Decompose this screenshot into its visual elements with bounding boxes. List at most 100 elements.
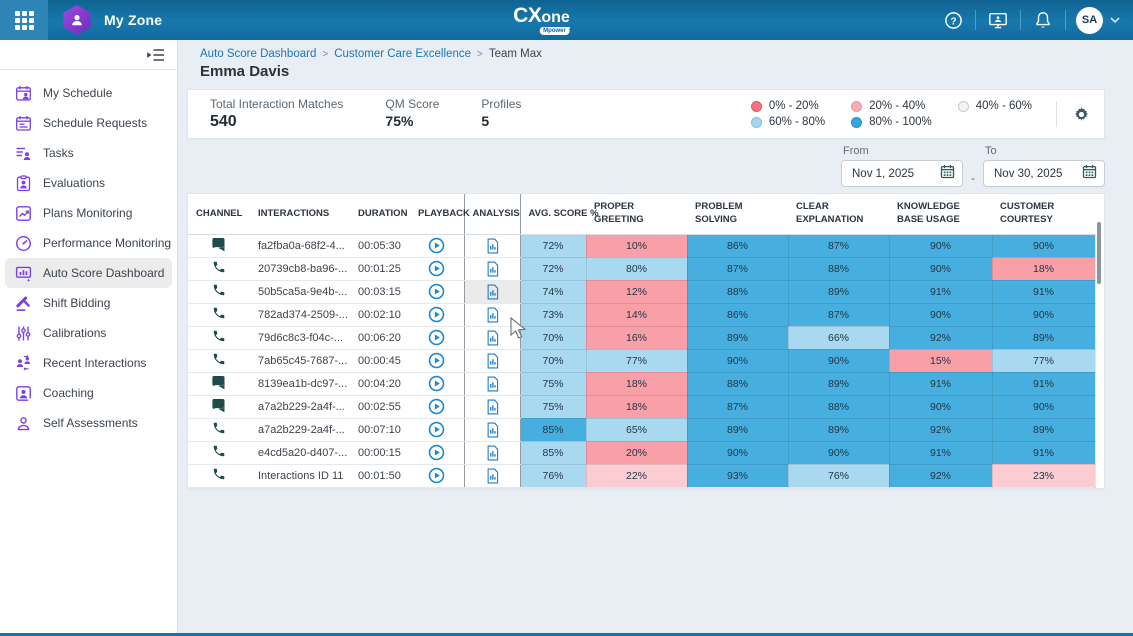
problem-solving-cell: 86% [686,233,789,258]
clear-explanation-cell: 88% [787,256,890,281]
interactions-table: CHANNEL INTERACTIONS DURATION PLAYBACK ANALY… [188,194,1096,488]
help-button[interactable]: ? [931,0,975,40]
screen-share-button[interactable] [976,0,1020,40]
proper-greeting-cell: 80% [585,256,688,281]
duration-cell: 00:01:25 [350,257,410,281]
sidebar-item-evaluations[interactable]: Evaluations [5,168,172,198]
customer-courtesy-cell: 77% [991,348,1096,373]
customer-courtesy-cell: 91% [991,279,1096,304]
analysis-button[interactable] [485,422,500,438]
analysis-button[interactable] [485,445,500,461]
sidebar-collapse-button[interactable] [146,48,165,62]
analysis-button[interactable] [485,238,500,254]
sidebar-item-auto-score-dashboard[interactable]: Auto Score Dashboard [5,258,172,288]
sidebar-item-schedule-requests[interactable]: Schedule Requests [5,108,172,138]
metric-qm-score: QM Score 75% [385,97,439,131]
sidebar-item-tasks[interactable]: Tasks [5,138,172,168]
legend-item: 40% - 60% [957,100,1032,112]
playback-button[interactable] [428,467,445,484]
date-range-dash: - [971,171,975,185]
analysis-button[interactable] [485,376,500,392]
playback-button[interactable] [428,329,445,346]
analysis-button[interactable] [485,261,500,277]
analysis-button[interactable] [485,399,500,415]
analysis-button[interactable] [485,468,500,484]
metric-label: Profiles [481,97,522,111]
breadcrumb-link-auto-score-dashboard[interactable]: Auto Score Dashboard [200,48,317,60]
sidebar-item-plans-monitoring[interactable]: Plans Monitoring [5,198,172,228]
cxone-logo: CXone Mpower [513,4,570,35]
app-launcher-button[interactable] [0,0,48,40]
sidebar-item-performance-monitoring[interactable]: Performance Monitoring [5,228,172,258]
analysis-button[interactable] [485,307,500,323]
problem-solving-cell: 87% [686,394,789,419]
playback-button[interactable] [428,352,445,369]
playback-button[interactable] [428,398,445,415]
analysis-button[interactable] [485,330,500,346]
breadcrumb-link-customer-care-excellence[interactable]: Customer Care Excellence [334,48,471,60]
channel-cell [188,234,250,258]
sidebar-item-coaching[interactable]: Coaching [5,378,172,408]
table-row[interactable]: 79d6c8c3-f04c-... 00:06:20 70% 16% 89% 66% 92%… [188,325,1096,350]
knowledge-base-usage-cell: 91% [888,371,993,396]
to-date-input[interactable]: Nov 30, 2025 [983,160,1105,187]
table-scrollbar[interactable] [1097,222,1101,284]
duration-cell: 00:06:20 [350,326,410,350]
sidebar-item-label: Coaching [43,386,94,400]
page-title: Emma Davis [200,63,290,80]
calendar-icon[interactable] [940,164,955,184]
table-row[interactable]: 50b5ca5a-9e4b-... 00:03:15 74% 12% 88% 89% 91%… [188,279,1096,304]
interaction-id-cell: a7a2b229-2a4f-... [250,418,350,442]
customer-courtesy-cell: 91% [991,440,1096,465]
table-row[interactable]: Interactions ID 11 00:01:50 76% 22% 93% 76% 92… [188,463,1096,488]
table-row[interactable]: a7a2b229-2a4f-... 00:02:55 75% 18% 87% 88% 90%… [188,394,1096,419]
phone-channel-icon [213,284,225,296]
clear-explanation-cell: 66% [787,325,890,350]
sidebar-item-self-assessments[interactable]: Self Assessments [5,408,172,438]
table-row[interactable]: a7a2b229-2a4f-... 00:07:10 85% 65% 89% 89% 92%… [188,417,1096,442]
problem-solving-cell: 90% [686,440,789,465]
sidebar-item-calibrations[interactable]: Calibrations [5,318,172,348]
sidebar-item-my-schedule[interactable]: My Schedule [5,78,172,108]
task-list-icon [15,145,32,162]
playback-button[interactable] [428,260,445,277]
legend-label: 0% - 20% [768,100,819,112]
breadcrumb-separator: > [476,48,483,60]
playback-button[interactable] [428,283,445,300]
avatar: SA [1076,6,1103,34]
analysis-button[interactable] [485,353,500,369]
to-label: To [985,145,997,157]
table-row[interactable]: e4cd5a20-d407-... 00:00:15 85% 20% 90% 90% 91%… [188,440,1096,465]
playback-button[interactable] [428,237,445,254]
playback-button[interactable] [428,375,445,392]
settings-button[interactable] [1073,106,1090,123]
sidebar-item-recent-interactions[interactable]: Recent Interactions [5,348,172,378]
play-icon [428,329,445,346]
duration-cell: 00:02:10 [350,303,410,327]
proper-greeting-cell: 12% [585,279,688,304]
table-row[interactable]: 782ad374-2509-... 00:02:10 73% 14% 86% 87% 90%… [188,302,1096,327]
col-header-analysis: ANALYSIS [463,194,521,235]
table-row[interactable]: 8139ea1b-dc97-... 00:04:20 75% 18% 88% 89% 91%… [188,371,1096,396]
legend-label: 20% - 40% [869,100,926,112]
sidebar-item-shift-bidding[interactable]: Shift Bidding [5,288,172,318]
chat-channel-icon [212,237,225,251]
main-content: Auto Score Dashboard > Customer Care Exc… [178,40,1133,633]
playback-button[interactable] [428,444,445,461]
table-row[interactable]: 7ab65c45-7687-... 00:00:45 70% 77% 90% 90% 15%… [188,348,1096,373]
table-row[interactable]: fa2fba0a-68f2-4... 00:05:30 72% 10% 86% 87% 90… [188,233,1096,258]
duration-cell: 00:00:45 [350,349,410,373]
playback-button[interactable] [428,421,445,438]
user-menu[interactable]: SA [1076,6,1121,34]
metric-value: 5 [481,113,490,129]
channel-cell [188,395,250,419]
customer-courtesy-cell: 89% [991,417,1096,442]
analysis-icon [487,284,498,299]
analysis-button[interactable] [485,284,500,300]
interactions-table-card: CHANNEL INTERACTIONS DURATION PLAYBACK ANALY… [187,193,1105,489]
calendar-icon[interactable] [1082,164,1097,184]
from-date-input[interactable]: Nov 1, 2025 [841,160,963,187]
notifications-button[interactable] [1021,0,1065,40]
table-row[interactable]: 20739cb8-ba96-... 00:01:25 72% 80% 87% 88% 90%… [188,256,1096,281]
playback-button[interactable] [428,306,445,323]
